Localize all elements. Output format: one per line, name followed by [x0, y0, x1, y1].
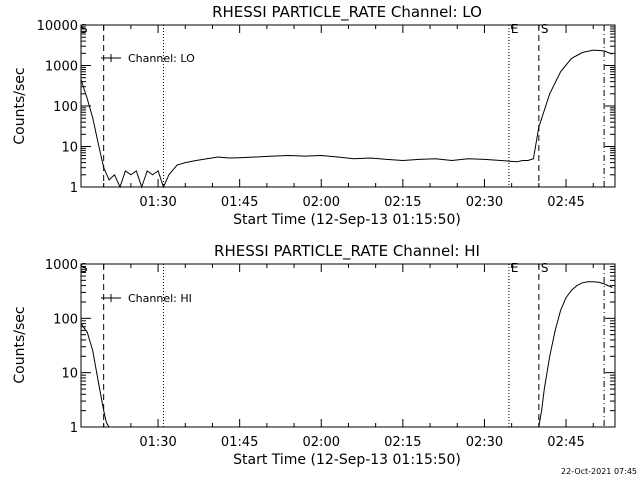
y-tick-label: 1 — [70, 421, 78, 436]
y-axis-label: Counts/sec — [12, 306, 28, 383]
y-tick-label: 10 — [61, 367, 78, 382]
y-tick-label: 1 — [70, 181, 78, 196]
y-tick-label: 100 — [53, 100, 78, 115]
series-line — [80, 323, 110, 428]
series-group — [80, 281, 613, 428]
series-line — [538, 281, 613, 428]
legend-label: Channel: LO — [128, 52, 195, 65]
y-tick-label: 1000 — [45, 258, 78, 273]
event-marker-label: E — [511, 22, 519, 36]
x-tick-label: 02:30 — [466, 195, 503, 210]
chart-panel-lo: RHESSI PARTICLE_RATE Channel: LO Start T… — [12, 3, 616, 228]
legend: Channel: HI — [101, 292, 192, 305]
footer-timestamp: 22-Oct-2021 07:45 — [561, 467, 637, 476]
x-tick-label: 01:45 — [221, 195, 258, 210]
plot-frame — [80, 263, 616, 428]
x-tick-label: 01:30 — [139, 435, 176, 450]
legend: Channel: LO — [101, 52, 195, 65]
event-marker-label: S — [541, 261, 549, 275]
x-tick-label: 02:30 — [466, 435, 503, 450]
event-marker-label: S — [541, 22, 549, 36]
tick-group: 1 10 100 1000 01:30 01:45 02:00 02:15 02:30 02:45 — [45, 258, 615, 450]
x-tick-label: 01:30 — [139, 195, 176, 210]
chart-title: RHESSI PARTICLE_RATE Channel: LO — [212, 3, 482, 22]
x-tick-label: 02:45 — [547, 195, 584, 210]
y-axis-label: Counts/sec — [12, 67, 28, 144]
y-tick-label: 10 — [61, 141, 78, 156]
x-tick-label: 02:45 — [547, 435, 584, 450]
y-tick-label: 1000 — [45, 60, 78, 75]
y-tick-label: 10000 — [37, 19, 78, 34]
x-tick-label: 02:15 — [384, 195, 421, 210]
corner-marker-label: S — [80, 261, 88, 275]
legend-label: Channel: HI — [128, 292, 192, 305]
chart-panel-hi: RHESSI PARTICLE_RATE Channel: HI Start T… — [12, 242, 616, 468]
x-axis-label: Start Time (12-Sep-13 01:15:50) — [233, 452, 461, 468]
tick-group: 1 10 100 1000 10000 01:30 01:45 02:00 02:15 02:30… — [37, 19, 615, 210]
x-tick-label: 02:15 — [384, 435, 421, 450]
x-tick-label: 01:45 — [221, 435, 258, 450]
series-line — [80, 49, 613, 189]
chart-title: RHESSI PARTICLE_RATE Channel: HI — [214, 242, 480, 261]
x-tick-label: 02:00 — [303, 435, 340, 450]
y-tick-label: 100 — [53, 312, 78, 327]
series-group — [80, 49, 613, 189]
plot-frame — [80, 24, 616, 188]
event-marker-label: E — [511, 261, 519, 275]
corner-marker-label: S — [80, 22, 88, 36]
x-tick-label: 02:00 — [303, 195, 340, 210]
x-axis-label: Start Time (12-Sep-13 01:15:50) — [233, 212, 461, 228]
